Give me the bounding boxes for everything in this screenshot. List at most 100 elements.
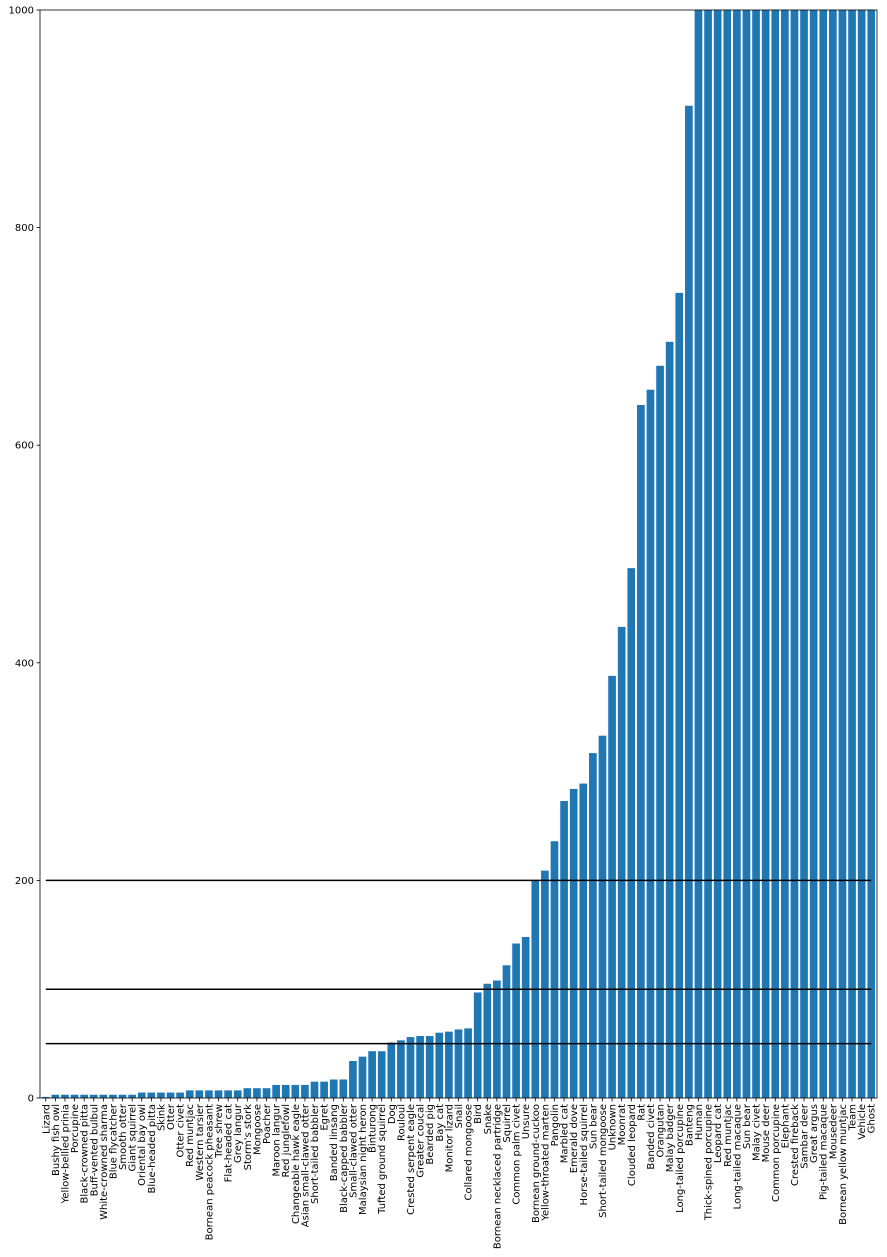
bar: [829, 10, 837, 1098]
bar: [406, 1037, 415, 1098]
x-tick-label: Red junglefowl: [281, 1104, 292, 1178]
x-tick-label: Poacher: [262, 1103, 273, 1144]
bar: [272, 1084, 280, 1098]
x-tick-label: Emerald dove: [569, 1104, 580, 1173]
x-tick-label: Bird: [473, 1104, 484, 1124]
bar: [80, 1094, 88, 1098]
bar: [752, 10, 760, 1098]
bar: [320, 1081, 328, 1098]
x-tick-label: Buff-vented bulbul: [89, 1104, 100, 1196]
bar: [781, 10, 789, 1098]
x-tick-label: Collared mongoose: [464, 1104, 475, 1201]
x-tick-label: Malay civet: [752, 1104, 763, 1161]
bar: [694, 10, 703, 1098]
bar: [137, 1092, 146, 1098]
bar: [301, 1084, 309, 1098]
bar: [723, 10, 732, 1098]
bar: [627, 568, 636, 1098]
bar: [205, 1090, 213, 1098]
bar: [800, 10, 808, 1098]
bar: [454, 1029, 463, 1098]
x-tick-label: Moonrat: [617, 1104, 628, 1145]
x-tick-label: Crested fireback: [790, 1104, 801, 1186]
bar: [502, 965, 511, 1098]
bar: [761, 10, 770, 1098]
bar: [99, 1094, 108, 1098]
bar: [377, 1051, 386, 1098]
x-tick-label: Short-tailed babbler: [310, 1103, 321, 1204]
bar: [819, 10, 828, 1098]
x-tick-label: Long-tailed porcupine: [675, 1104, 686, 1213]
bar: [397, 1040, 405, 1098]
x-tick-label: Common porcupine: [771, 1104, 782, 1202]
y-axis: 0 200 400 600 800 1000: [9, 6, 40, 1105]
x-tick-label: Elephant: [780, 1104, 791, 1148]
x-tick-label: Flat-headed cat: [224, 1104, 235, 1182]
x-tick-label: Thick-spined porcupine: [704, 1104, 715, 1221]
x-tick-label: Asian small-clawed otter: [300, 1103, 311, 1227]
x-tick-label: Red muntjac: [723, 1104, 734, 1167]
bar: [550, 841, 559, 1098]
x-tick-label: Malaysian night heron: [358, 1104, 369, 1215]
bar: [310, 1081, 319, 1098]
x-tick-label: Sun bear: [742, 1103, 753, 1149]
x-tick-label: Common palm civet: [512, 1104, 523, 1205]
x-tick-label: Mongoose: [252, 1104, 263, 1155]
y-tick-label: 200: [15, 876, 34, 887]
x-tick-label: Grey langur: [233, 1103, 244, 1163]
x-tick-label: Bornean peacock pheasant: [204, 1104, 215, 1240]
x-tick-label: Ghost: [867, 1104, 878, 1133]
x-tick-label: Storm's stork: [243, 1104, 254, 1171]
bar: [435, 1032, 444, 1098]
x-tick-label: Mousedeer: [828, 1103, 839, 1159]
bar: [867, 10, 876, 1098]
x-tick-label: Egret: [320, 1104, 331, 1131]
x-tick-label: Bushy fish owl: [51, 1104, 62, 1176]
x-tick-label: Otter civet: [176, 1104, 187, 1158]
bar: [368, 1051, 376, 1098]
bar: [416, 1035, 424, 1098]
x-tick-label: Monitor lizard: [444, 1104, 455, 1172]
bar: [243, 1088, 252, 1098]
bar: [224, 1090, 232, 1098]
x-tick-label: Yellow-bellied prinia: [60, 1104, 71, 1204]
x-tick-label: Dog: [387, 1104, 398, 1124]
bar: [685, 105, 693, 1098]
y-tick-label: 400: [15, 658, 34, 669]
x-tick-label: Oriental bay owl: [137, 1104, 148, 1186]
bar: [147, 1092, 156, 1098]
bar: [790, 10, 799, 1098]
x-tick-label: Bearded pig: [425, 1104, 436, 1165]
bar: [512, 943, 520, 1098]
bar: [51, 1094, 60, 1098]
x-tick-label: Sun bear: [588, 1103, 599, 1149]
x-tick-label: Western tarsier: [195, 1103, 206, 1180]
x-tick-label: Long-tailed macaque: [732, 1104, 743, 1209]
x-tick-label: Human: [694, 1104, 705, 1140]
x-tick-label: Yellow-throated marten: [540, 1104, 551, 1222]
bar: [195, 1090, 204, 1098]
bar: [473, 992, 482, 1098]
x-tick-label: Short-tailed mongoose: [598, 1104, 609, 1218]
bar: [579, 783, 588, 1098]
bar: [157, 1092, 165, 1098]
bar: [589, 753, 597, 1098]
bar: [349, 1061, 357, 1098]
bar: [70, 1094, 79, 1098]
y-tick-label: 600: [15, 441, 34, 452]
bar: [656, 365, 664, 1098]
bar: [560, 800, 568, 1098]
x-tick-label: Horse-tailed squirrel: [579, 1104, 590, 1205]
bar: [214, 1090, 223, 1098]
bar: [608, 675, 616, 1098]
x-tick-label: Snail: [454, 1104, 465, 1128]
x-tick-label: Pig-tailed macaque: [819, 1104, 830, 1200]
bar: [665, 341, 674, 1099]
bar: [598, 735, 607, 1098]
x-tick-label: Greater coucal: [416, 1104, 427, 1178]
x-tick-label: Black-crowned pitta: [80, 1104, 91, 1203]
bar: [118, 1094, 127, 1098]
x-tick-label: Bornean yellow muntjac: [838, 1104, 849, 1225]
